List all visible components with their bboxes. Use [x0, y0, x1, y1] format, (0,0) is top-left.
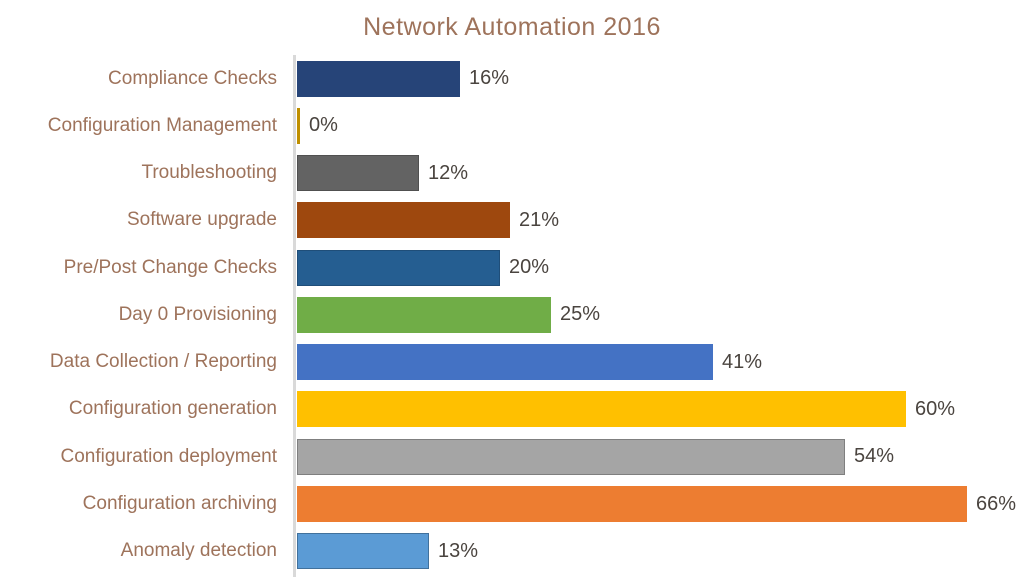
- bar-value-label: 66%: [976, 492, 1017, 515]
- bar: [297, 202, 510, 239]
- bar-value-label: 16%: [469, 67, 510, 90]
- bar: [297, 249, 500, 286]
- category-axis-line: [293, 55, 296, 577]
- bar-row: 21%: [297, 197, 1024, 244]
- bar-value-label: 0%: [309, 114, 338, 137]
- bar: [297, 107, 300, 144]
- bar-row: 12%: [297, 150, 1024, 197]
- bar-row: 13%: [297, 528, 1024, 575]
- bar-row: 25%: [297, 291, 1024, 338]
- bar: [297, 155, 419, 192]
- category-label: Day 0 Provisioning: [118, 303, 277, 325]
- bar-value-label: 54%: [854, 445, 895, 468]
- bar: [297, 60, 460, 97]
- bar-row: 16%: [297, 55, 1024, 102]
- category-label: Compliance Checks: [108, 67, 277, 89]
- bar-value-label: 20%: [509, 256, 550, 279]
- bar-value-label: 13%: [438, 539, 479, 562]
- category-label: Troubleshooting: [141, 162, 277, 184]
- chart-title: Network Automation 2016: [363, 13, 661, 41]
- category-label: Configuration archiving: [82, 493, 277, 515]
- category-label: Configuration deployment: [60, 445, 277, 467]
- category-label: Anomaly detection: [120, 540, 277, 562]
- bar: [297, 344, 713, 381]
- bar-value-label: 60%: [915, 397, 956, 420]
- category-label: Configuration Management: [47, 114, 277, 136]
- bar-value-label: 25%: [560, 303, 601, 326]
- bar: [297, 296, 551, 333]
- category-label: Configuration generation: [68, 398, 277, 420]
- bar-row: 41%: [297, 339, 1024, 386]
- bar-row: 54%: [297, 433, 1024, 480]
- plot-area: 16% 0% 12% 21% 20% 25% 41% 60% 54% 66% 13%: [297, 55, 1024, 575]
- bar-value-label: 21%: [519, 208, 560, 231]
- bar-row: 20%: [297, 244, 1024, 291]
- category-label: Software upgrade: [127, 209, 277, 231]
- category-label: Pre/Post Change Checks: [63, 256, 277, 278]
- bar-value-label: 12%: [428, 161, 469, 184]
- bar: [297, 486, 967, 523]
- category-axis-labels: Compliance Checks Configuration Managemen…: [0, 55, 277, 575]
- bar: [297, 391, 906, 428]
- bar-row: 66%: [297, 480, 1024, 527]
- bar-row: 0%: [297, 102, 1024, 149]
- bar-value-label: 41%: [722, 350, 763, 373]
- bar: [297, 533, 429, 570]
- category-label: Data Collection / Reporting: [49, 351, 277, 373]
- bar-row: 60%: [297, 386, 1024, 433]
- bar: [297, 438, 845, 475]
